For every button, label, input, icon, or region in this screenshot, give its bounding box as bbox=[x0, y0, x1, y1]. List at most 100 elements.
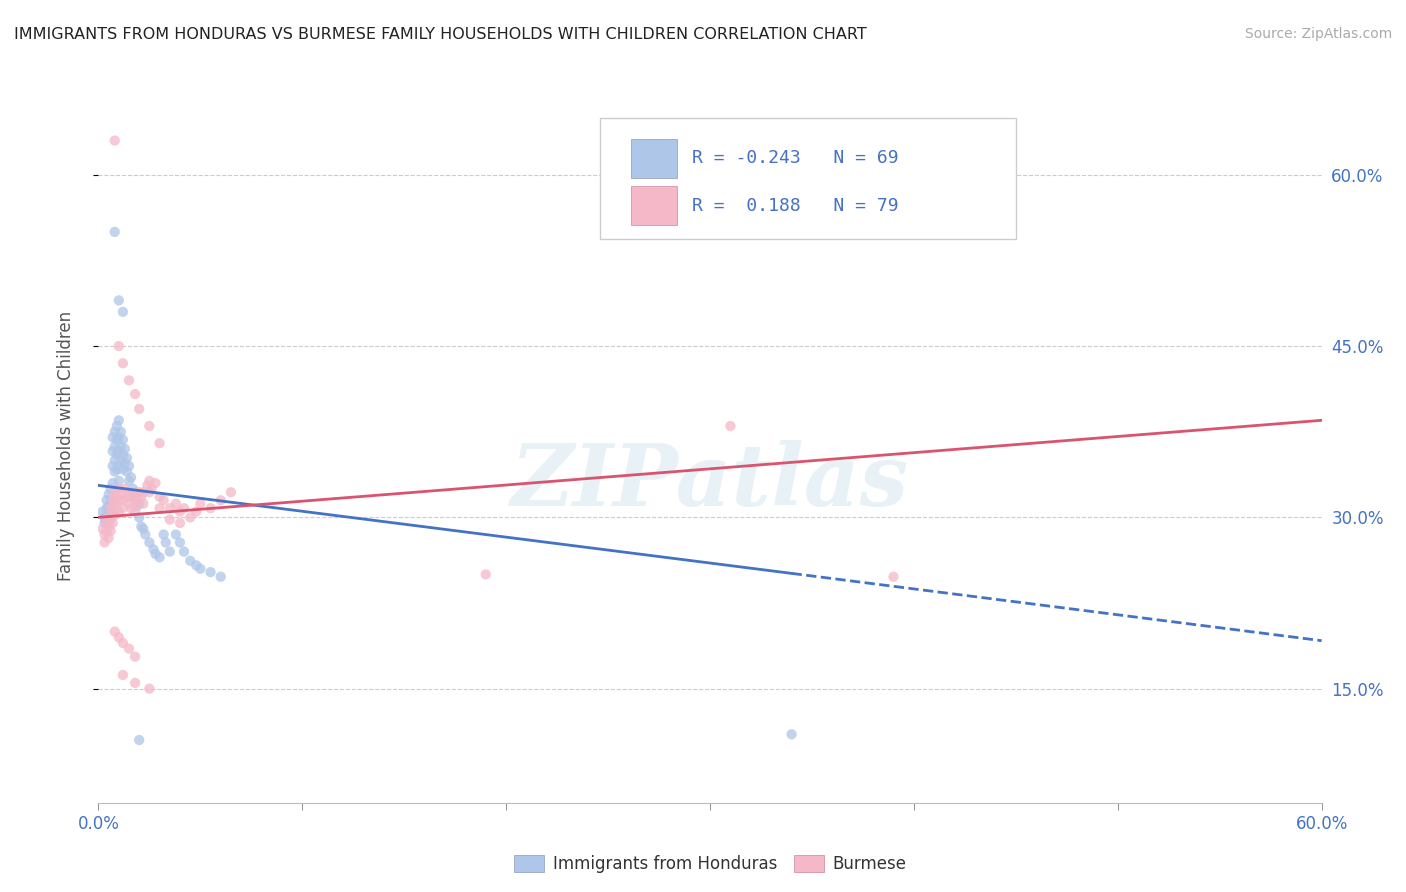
Point bbox=[100, 482, 122, 496]
Point bbox=[108, 413, 131, 427]
Point bbox=[96, 493, 118, 508]
Point bbox=[120, 470, 142, 484]
Point bbox=[111, 493, 134, 508]
Point bbox=[108, 458, 131, 473]
Point bbox=[155, 535, 177, 549]
Point bbox=[128, 401, 150, 416]
Point bbox=[108, 430, 131, 444]
Point bbox=[179, 510, 201, 524]
Point bbox=[100, 493, 122, 508]
Point bbox=[101, 476, 124, 491]
Point bbox=[118, 458, 141, 473]
Point bbox=[108, 293, 131, 308]
Point bbox=[122, 482, 145, 496]
Point bbox=[108, 482, 131, 496]
Y-axis label: Family Households with Children: Family Households with Children bbox=[56, 311, 75, 581]
Point bbox=[97, 499, 120, 513]
Point bbox=[115, 465, 138, 479]
Point bbox=[124, 676, 146, 690]
Point bbox=[169, 535, 191, 549]
Point bbox=[474, 567, 498, 582]
Point bbox=[132, 485, 155, 500]
Point bbox=[104, 440, 127, 454]
Point bbox=[142, 542, 165, 557]
Point bbox=[96, 524, 118, 538]
Point bbox=[173, 501, 195, 516]
Point bbox=[138, 485, 160, 500]
Bar bbox=[630, 139, 678, 178]
Point bbox=[96, 501, 118, 516]
Point bbox=[159, 544, 181, 558]
Text: IMMIGRANTS FROM HONDURAS VS BURMESE FAMILY HOUSEHOLDS WITH CHILDREN CORRELATION : IMMIGRANTS FROM HONDURAS VS BURMESE FAMI… bbox=[14, 27, 868, 42]
Point bbox=[104, 624, 127, 639]
Point bbox=[127, 490, 149, 504]
Point bbox=[124, 493, 146, 508]
Point bbox=[100, 501, 122, 516]
Point bbox=[93, 510, 115, 524]
Point bbox=[105, 490, 128, 504]
Point bbox=[136, 478, 159, 492]
Point bbox=[105, 419, 128, 434]
Point bbox=[134, 527, 156, 541]
Point bbox=[188, 562, 212, 576]
Text: ZIPatlas: ZIPatlas bbox=[510, 440, 910, 524]
Point bbox=[120, 501, 142, 516]
Point bbox=[124, 649, 146, 664]
Point bbox=[97, 510, 120, 524]
Point bbox=[105, 501, 128, 516]
Point bbox=[128, 497, 150, 511]
Point bbox=[152, 493, 174, 508]
Point bbox=[138, 474, 160, 488]
Point bbox=[97, 531, 120, 545]
Point bbox=[111, 448, 134, 462]
Point bbox=[104, 485, 127, 500]
Point bbox=[100, 505, 122, 519]
Point bbox=[101, 430, 124, 444]
Point bbox=[145, 476, 167, 491]
Point bbox=[114, 442, 136, 456]
Point bbox=[219, 485, 242, 500]
Point bbox=[115, 490, 138, 504]
Point bbox=[93, 527, 115, 541]
Point bbox=[129, 519, 152, 533]
Point bbox=[111, 462, 134, 476]
Legend: Immigrants from Honduras, Burmese: Immigrants from Honduras, Burmese bbox=[508, 848, 912, 880]
Point bbox=[149, 550, 172, 565]
FancyBboxPatch shape bbox=[600, 118, 1015, 239]
Point bbox=[104, 465, 127, 479]
Point bbox=[138, 419, 160, 434]
Point bbox=[97, 519, 120, 533]
Point bbox=[91, 522, 114, 536]
Point bbox=[159, 501, 181, 516]
Point bbox=[149, 490, 172, 504]
Point bbox=[200, 565, 222, 579]
Point bbox=[118, 485, 141, 500]
Point bbox=[169, 505, 191, 519]
Point bbox=[100, 513, 122, 527]
Point bbox=[108, 474, 131, 488]
Point bbox=[114, 482, 136, 496]
Point bbox=[138, 535, 160, 549]
Point bbox=[110, 440, 132, 454]
Point bbox=[96, 516, 118, 530]
Point bbox=[118, 497, 141, 511]
Point bbox=[111, 433, 134, 447]
Point bbox=[122, 485, 145, 500]
Point bbox=[152, 527, 174, 541]
Text: R =  0.188   N = 79: R = 0.188 N = 79 bbox=[692, 196, 898, 214]
Point bbox=[173, 544, 195, 558]
Point bbox=[97, 487, 120, 501]
Point bbox=[101, 493, 124, 508]
Point bbox=[165, 497, 187, 511]
Point bbox=[186, 558, 208, 573]
Point bbox=[128, 733, 150, 747]
Point bbox=[127, 499, 149, 513]
Point bbox=[104, 497, 127, 511]
Point bbox=[118, 373, 141, 387]
Point bbox=[200, 501, 222, 516]
Point bbox=[149, 501, 172, 516]
Point bbox=[118, 474, 141, 488]
Point bbox=[179, 554, 201, 568]
Point bbox=[149, 436, 172, 450]
Point bbox=[101, 505, 124, 519]
